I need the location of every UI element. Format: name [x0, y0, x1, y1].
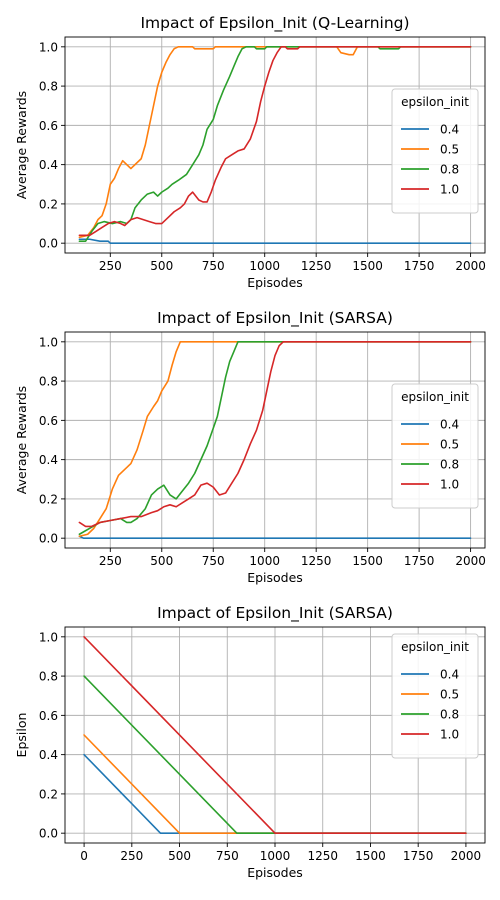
x-tick-label: 0 — [80, 849, 88, 863]
legend-label: 0.8 — [440, 708, 459, 722]
y-axis-label: Average Rewards — [14, 91, 29, 199]
y-tick-label: 0.2 — [39, 787, 58, 801]
y-tick-label: 0.6 — [39, 414, 58, 428]
legend: epsilon_init 0.4 0.5 0.8 1.0 — [391, 88, 479, 214]
y-axis-label: Average Rewards — [14, 386, 29, 494]
y-tick-label: 0.8 — [39, 375, 58, 389]
x-tick-label: 250 — [99, 259, 122, 273]
chart-2: 250 500 750 1000 1250 1500 1750 2000 0.0 0.2 0.4 0.… — [14, 309, 486, 585]
series-line-0.4 — [78, 238, 472, 244]
y-tick-label: 0.4 — [39, 453, 58, 467]
y-tick-label: 0.4 — [39, 748, 58, 762]
y-tick-label: 0.8 — [39, 80, 58, 94]
chart-title: Impact of Epsilon_Init (Q-Learning) — [140, 14, 409, 33]
series-line-1.0 — [78, 341, 472, 528]
legend-title: epsilon_init — [401, 95, 469, 109]
legend-title: epsilon_init — [401, 390, 469, 404]
x-tick-label: 1500 — [352, 259, 383, 273]
x-tick-label: 1000 — [260, 849, 291, 863]
y-tick-label: 0.8 — [39, 670, 58, 684]
legend-label: 0.5 — [440, 143, 459, 157]
legend-label: 0.4 — [440, 123, 459, 137]
legend-label: 0.5 — [440, 688, 459, 702]
series-line-0.4 — [78, 535, 472, 539]
x-tick-label: 750 — [202, 259, 225, 273]
legend: epsilon_init 0.4 0.5 0.8 1.0 — [391, 633, 479, 759]
y-tick-label: 0.0 — [39, 237, 58, 251]
x-tick-label: 1000 — [249, 554, 280, 568]
chart-3: 0 250 500 750 1000 1250 1500 1750 2000 0.0 0.2 0.4 0… — [14, 604, 486, 880]
x-tick-label: 1500 — [355, 849, 386, 863]
series-line-0.8 — [78, 341, 472, 536]
legend-label: 1.0 — [440, 478, 459, 492]
x-tick-label: 1750 — [404, 259, 435, 273]
x-tick-label: 500 — [150, 259, 173, 273]
series-line-0.5 — [78, 341, 472, 538]
legend-title: epsilon_init — [401, 640, 469, 654]
series-group — [78, 46, 472, 244]
axes-frame — [64, 36, 486, 254]
legend-label: 1.0 — [440, 728, 459, 742]
x-tick-label: 1250 — [307, 849, 338, 863]
axes-frame — [64, 331, 486, 549]
x-tick-label: 1000 — [249, 259, 280, 273]
x-tick-label: 2000 — [451, 849, 482, 863]
y-tick-label: 1.0 — [39, 335, 58, 349]
y-tick-label: 0.0 — [39, 827, 58, 841]
x-tick-label: 750 — [216, 849, 239, 863]
y-tick-label: 1.0 — [39, 40, 58, 54]
legend: epsilon_init 0.4 0.5 0.8 1.0 — [391, 383, 479, 509]
y-tick-label: 1.0 — [39, 630, 58, 644]
y-tick-label: 0.6 — [39, 709, 58, 723]
x-axis-label: Episodes — [247, 275, 303, 290]
y-tick-label: 0.4 — [39, 158, 58, 172]
x-tick-label: 500 — [150, 554, 173, 568]
legend-label: 1.0 — [440, 183, 459, 197]
x-axis-label: Episodes — [247, 865, 303, 880]
series-line-1.0 — [78, 46, 472, 237]
series-group — [83, 636, 467, 834]
legend-box — [391, 383, 479, 509]
series-line-0.5 — [78, 46, 472, 239]
legend-label: 0.8 — [440, 458, 459, 472]
series-line-1.0 — [83, 636, 467, 834]
y-tick-label: 0.2 — [39, 492, 58, 506]
x-tick-label: 1750 — [404, 554, 435, 568]
x-tick-label: 500 — [168, 849, 191, 863]
legend-label: 0.4 — [440, 418, 459, 432]
y-tick-label: 0.0 — [39, 532, 58, 546]
x-tick-label: 1750 — [403, 849, 434, 863]
chart-title: Impact of Epsilon_Init (SARSA) — [157, 309, 393, 328]
x-tick-label: 1250 — [301, 259, 332, 273]
series-group — [78, 341, 472, 539]
y-tick-label: 0.6 — [39, 119, 58, 133]
x-tick-label: 250 — [99, 554, 122, 568]
legend-box — [391, 633, 479, 759]
legend-label: 0.8 — [440, 163, 459, 177]
x-tick-label: 1250 — [301, 554, 332, 568]
x-tick-label: 1500 — [352, 554, 383, 568]
y-tick-label: 0.2 — [39, 197, 58, 211]
legend-label: 0.4 — [440, 668, 459, 682]
y-axis-label: Epsilon — [14, 713, 29, 758]
x-axis-label: Episodes — [247, 570, 303, 585]
x-tick-label: 750 — [202, 554, 225, 568]
x-tick-label: 250 — [120, 849, 143, 863]
series-line-0.8 — [78, 46, 472, 243]
x-tick-label: 2000 — [455, 259, 486, 273]
legend-box — [391, 88, 479, 214]
chart-1: 250 500 750 1000 1250 1500 1750 2000 0.0 0.2 0.4 0.… — [14, 14, 486, 290]
chart-title: Impact of Epsilon_Init (SARSA) — [157, 604, 393, 623]
legend-label: 0.5 — [440, 438, 459, 452]
x-tick-label: 2000 — [455, 554, 486, 568]
